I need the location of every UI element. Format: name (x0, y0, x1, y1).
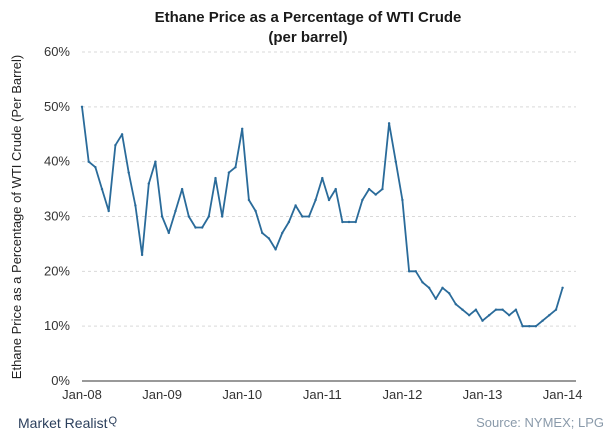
data-point (80, 105, 84, 109)
data-point (434, 297, 437, 300)
data-point (140, 253, 144, 257)
data-point (321, 176, 324, 180)
data-point (187, 215, 190, 218)
y-axis-ticks: 0% 10% 20% 30% 40% 50% 60% (44, 44, 70, 388)
x-tick-label: Jan-12 (383, 387, 423, 402)
data-point (468, 314, 471, 317)
y-tick-label: 20% (44, 263, 70, 278)
data-point (267, 237, 271, 240)
data-point (454, 303, 457, 306)
data-point (221, 215, 224, 218)
data-point (401, 198, 404, 202)
data-point (534, 325, 538, 328)
data-point (381, 187, 384, 191)
brand-mark-icon: Q (108, 415, 118, 427)
data-point (414, 270, 417, 273)
data-point (327, 198, 331, 202)
data-point (201, 226, 204, 229)
data-point (481, 319, 484, 322)
data-point (247, 198, 251, 202)
data-point (488, 314, 491, 317)
x-tick-label: Jan-14 (543, 387, 583, 402)
chart-title: Ethane Price as a Percentage of WTI Crud… (155, 9, 462, 26)
brand-logo: Market RealistQ (18, 415, 117, 431)
data-point (87, 160, 90, 163)
data-point (341, 220, 344, 224)
data-point (394, 160, 397, 163)
data-point (127, 171, 130, 174)
data-point (147, 182, 150, 185)
data-point (374, 193, 377, 196)
data-point (494, 308, 498, 311)
data-point (421, 281, 424, 284)
x-tick-label: Jan-11 (303, 387, 342, 402)
data-point (427, 286, 431, 289)
y-tick-label: 10% (44, 318, 70, 333)
data-point (314, 198, 317, 202)
data-point (120, 133, 124, 136)
data-point (548, 314, 551, 317)
data-point (354, 220, 357, 224)
data-point (501, 308, 504, 311)
y-tick-label: 0% (51, 373, 70, 388)
data-point (387, 122, 391, 125)
data-point (334, 187, 337, 191)
data-point (528, 325, 531, 328)
y-tick-label: 50% (44, 99, 70, 114)
data-point (207, 215, 210, 218)
data-point (554, 308, 558, 311)
data-point (194, 226, 197, 229)
data-point (508, 314, 511, 317)
data-point (461, 308, 464, 311)
data-point (114, 144, 117, 147)
data-point (281, 231, 284, 235)
data-point (347, 220, 351, 224)
data-point (94, 166, 97, 169)
data-point (160, 215, 164, 218)
x-tick-label: Jan-09 (142, 387, 182, 402)
data-point (100, 187, 104, 191)
source-note: Source: NYMEX; LPG (476, 415, 604, 430)
y-tick-label: 40% (44, 154, 70, 169)
data-point (134, 204, 137, 207)
y-tick-label: 30% (44, 209, 70, 224)
x-tick-label: Jan-13 (463, 387, 503, 402)
data-point (287, 220, 291, 224)
series-group (80, 105, 564, 328)
x-axis-ticks: Jan-08 Jan-09 Jan-10 Jan-11 Jan-12 Jan-13 Jan-… (62, 387, 582, 402)
data-point (261, 231, 264, 235)
data-point (301, 215, 304, 218)
data-point (441, 286, 444, 289)
chart-subtitle: (per barrel) (268, 29, 347, 46)
data-point (514, 308, 518, 311)
data-point (241, 127, 244, 130)
data-point (154, 160, 157, 163)
data-point (474, 308, 478, 311)
data-point (294, 204, 297, 207)
data-point (521, 325, 524, 328)
x-tick-label: Jan-10 (222, 387, 262, 402)
data-point (214, 176, 217, 180)
data-point (107, 209, 110, 213)
data-point (361, 198, 364, 202)
data-point (407, 270, 411, 273)
data-point (274, 248, 277, 251)
y-axis-label: Ethane Price as a Percentage of WTI Crud… (9, 55, 24, 379)
data-point (448, 292, 451, 295)
data-point (307, 215, 311, 218)
y-tick-label: 60% (44, 44, 70, 59)
data-point (367, 187, 371, 191)
data-point (180, 187, 184, 191)
data-point (167, 231, 170, 235)
gridlines (82, 51, 576, 327)
data-point (561, 286, 564, 289)
brand-name: Market Realist (18, 415, 108, 431)
data-point (541, 319, 544, 322)
data-point (227, 171, 231, 174)
data-point (234, 166, 237, 169)
x-tick-label: Jan-08 (62, 387, 102, 402)
data-point (254, 209, 257, 213)
data-point (174, 209, 177, 213)
